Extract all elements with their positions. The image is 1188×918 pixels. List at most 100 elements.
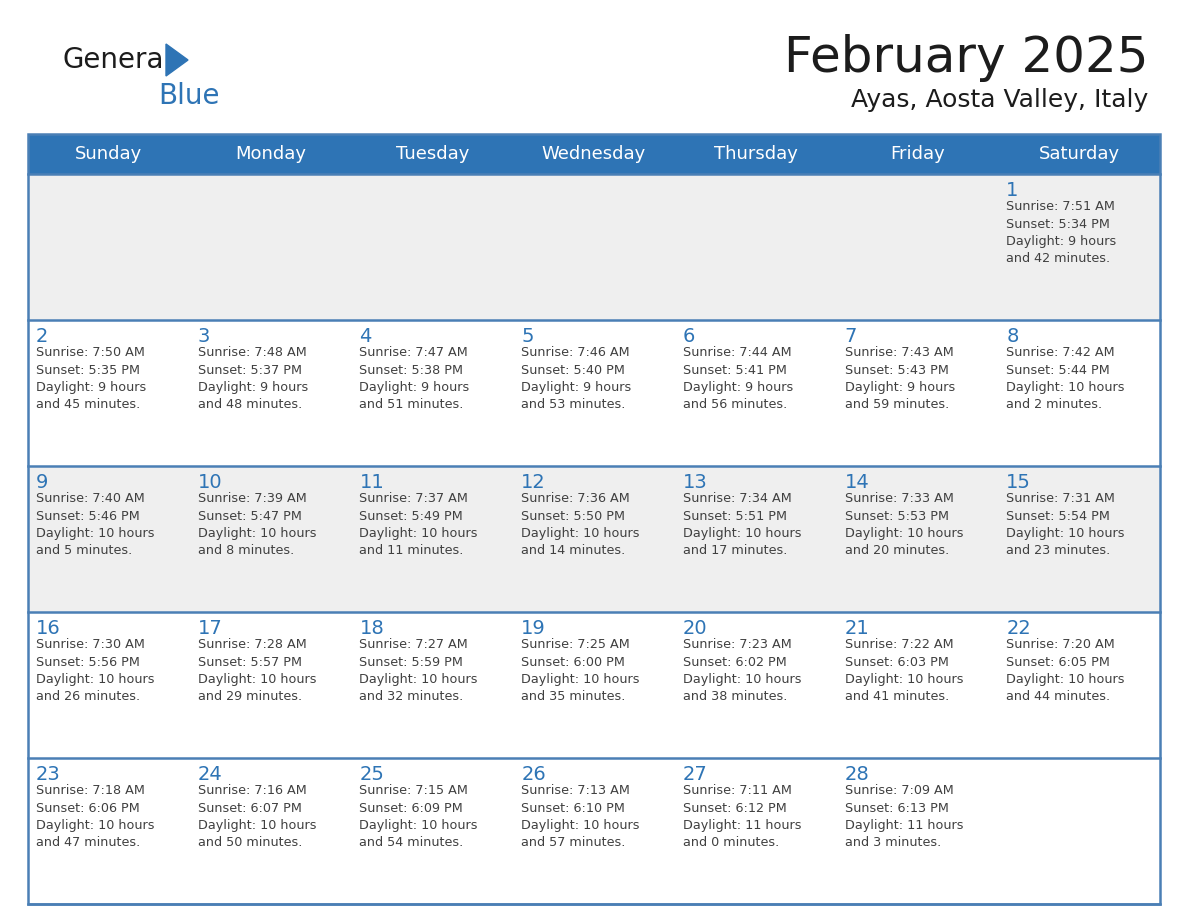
- Text: Daylight: 10 hours: Daylight: 10 hours: [360, 673, 478, 686]
- Text: Daylight: 9 hours: Daylight: 9 hours: [360, 381, 469, 394]
- Text: Sunrise: 7:46 AM: Sunrise: 7:46 AM: [522, 346, 630, 359]
- Text: Daylight: 10 hours: Daylight: 10 hours: [522, 673, 639, 686]
- Text: Sunset: 6:03 PM: Sunset: 6:03 PM: [845, 655, 948, 668]
- Text: Daylight: 10 hours: Daylight: 10 hours: [1006, 381, 1125, 394]
- Text: Sunrise: 7:43 AM: Sunrise: 7:43 AM: [845, 346, 953, 359]
- Text: Sunrise: 7:48 AM: Sunrise: 7:48 AM: [197, 346, 307, 359]
- Text: 4: 4: [360, 327, 372, 346]
- Text: Sunset: 5:59 PM: Sunset: 5:59 PM: [360, 655, 463, 668]
- Text: Daylight: 10 hours: Daylight: 10 hours: [683, 673, 802, 686]
- Text: Sunset: 6:10 PM: Sunset: 6:10 PM: [522, 801, 625, 814]
- Text: Daylight: 9 hours: Daylight: 9 hours: [522, 381, 631, 394]
- Text: Friday: Friday: [890, 145, 944, 163]
- Bar: [29, 758, 1159, 904]
- Text: Sunrise: 7:47 AM: Sunrise: 7:47 AM: [360, 346, 468, 359]
- Text: Sunset: 5:51 PM: Sunset: 5:51 PM: [683, 509, 786, 522]
- Text: and 38 minutes.: and 38 minutes.: [683, 690, 788, 703]
- Text: Saturday: Saturday: [1038, 145, 1120, 163]
- Bar: [29, 320, 1159, 466]
- Polygon shape: [166, 44, 188, 76]
- Text: Daylight: 10 hours: Daylight: 10 hours: [1006, 527, 1125, 540]
- Text: and 45 minutes.: and 45 minutes.: [36, 398, 140, 411]
- Text: Daylight: 10 hours: Daylight: 10 hours: [360, 527, 478, 540]
- Text: Daylight: 10 hours: Daylight: 10 hours: [36, 673, 154, 686]
- Text: Sunrise: 7:15 AM: Sunrise: 7:15 AM: [360, 784, 468, 797]
- Text: Sunset: 5:43 PM: Sunset: 5:43 PM: [845, 364, 948, 376]
- Text: 5: 5: [522, 327, 533, 346]
- Text: Sunset: 5:44 PM: Sunset: 5:44 PM: [1006, 364, 1110, 376]
- Text: Tuesday: Tuesday: [396, 145, 469, 163]
- Text: 10: 10: [197, 473, 222, 492]
- Text: Sunset: 6:00 PM: Sunset: 6:00 PM: [522, 655, 625, 668]
- Text: Sunset: 5:54 PM: Sunset: 5:54 PM: [1006, 509, 1110, 522]
- Text: Daylight: 10 hours: Daylight: 10 hours: [360, 819, 478, 832]
- Text: Sunset: 6:09 PM: Sunset: 6:09 PM: [360, 801, 463, 814]
- Text: Daylight: 10 hours: Daylight: 10 hours: [683, 527, 802, 540]
- Text: and 35 minutes.: and 35 minutes.: [522, 690, 626, 703]
- Text: Daylight: 9 hours: Daylight: 9 hours: [1006, 235, 1117, 248]
- Bar: [29, 134, 1159, 174]
- Text: Sunrise: 7:13 AM: Sunrise: 7:13 AM: [522, 784, 630, 797]
- Text: Sunset: 5:50 PM: Sunset: 5:50 PM: [522, 509, 625, 522]
- Text: Daylight: 11 hours: Daylight: 11 hours: [683, 819, 802, 832]
- Text: Sunset: 5:40 PM: Sunset: 5:40 PM: [522, 364, 625, 376]
- Text: Sunday: Sunday: [75, 145, 143, 163]
- Text: and 44 minutes.: and 44 minutes.: [1006, 690, 1111, 703]
- Text: and 53 minutes.: and 53 minutes.: [522, 398, 626, 411]
- Text: and 17 minutes.: and 17 minutes.: [683, 544, 788, 557]
- Text: 15: 15: [1006, 473, 1031, 492]
- Text: 20: 20: [683, 619, 708, 638]
- Text: Daylight: 10 hours: Daylight: 10 hours: [36, 819, 154, 832]
- Text: Sunset: 5:41 PM: Sunset: 5:41 PM: [683, 364, 786, 376]
- Text: 11: 11: [360, 473, 384, 492]
- Text: Daylight: 10 hours: Daylight: 10 hours: [197, 819, 316, 832]
- Text: Sunrise: 7:20 AM: Sunrise: 7:20 AM: [1006, 638, 1116, 651]
- Text: Daylight: 10 hours: Daylight: 10 hours: [522, 527, 639, 540]
- Text: 14: 14: [845, 473, 870, 492]
- Bar: [29, 466, 1159, 612]
- Bar: [29, 134, 1159, 904]
- Text: 7: 7: [845, 327, 857, 346]
- Text: 17: 17: [197, 619, 222, 638]
- Text: 1: 1: [1006, 181, 1018, 200]
- Text: February 2025: February 2025: [784, 34, 1148, 82]
- Text: and 56 minutes.: and 56 minutes.: [683, 398, 788, 411]
- Text: and 57 minutes.: and 57 minutes.: [522, 836, 626, 849]
- Text: Sunrise: 7:31 AM: Sunrise: 7:31 AM: [1006, 492, 1116, 505]
- Text: and 29 minutes.: and 29 minutes.: [197, 690, 302, 703]
- Text: Sunrise: 7:23 AM: Sunrise: 7:23 AM: [683, 638, 791, 651]
- Text: Daylight: 10 hours: Daylight: 10 hours: [845, 527, 963, 540]
- Text: 18: 18: [360, 619, 384, 638]
- Text: and 5 minutes.: and 5 minutes.: [36, 544, 132, 557]
- Text: and 47 minutes.: and 47 minutes.: [36, 836, 140, 849]
- Text: and 11 minutes.: and 11 minutes.: [360, 544, 463, 557]
- Text: Sunset: 5:37 PM: Sunset: 5:37 PM: [197, 364, 302, 376]
- Text: Sunset: 5:46 PM: Sunset: 5:46 PM: [36, 509, 140, 522]
- Text: Thursday: Thursday: [714, 145, 797, 163]
- Bar: [29, 174, 1159, 320]
- Text: 27: 27: [683, 765, 708, 784]
- Text: Sunset: 6:07 PM: Sunset: 6:07 PM: [197, 801, 302, 814]
- Text: and 8 minutes.: and 8 minutes.: [197, 544, 293, 557]
- Text: and 0 minutes.: and 0 minutes.: [683, 836, 779, 849]
- Text: Sunset: 5:57 PM: Sunset: 5:57 PM: [197, 655, 302, 668]
- Text: 2: 2: [36, 327, 49, 346]
- Text: and 23 minutes.: and 23 minutes.: [1006, 544, 1111, 557]
- Text: Sunset: 5:53 PM: Sunset: 5:53 PM: [845, 509, 948, 522]
- Text: Sunrise: 7:11 AM: Sunrise: 7:11 AM: [683, 784, 791, 797]
- Text: and 26 minutes.: and 26 minutes.: [36, 690, 140, 703]
- Text: Sunrise: 7:50 AM: Sunrise: 7:50 AM: [36, 346, 145, 359]
- Text: Daylight: 10 hours: Daylight: 10 hours: [1006, 673, 1125, 686]
- Text: Sunrise: 7:18 AM: Sunrise: 7:18 AM: [36, 784, 145, 797]
- Text: and 3 minutes.: and 3 minutes.: [845, 836, 941, 849]
- Text: Daylight: 10 hours: Daylight: 10 hours: [197, 673, 316, 686]
- Text: Sunset: 6:13 PM: Sunset: 6:13 PM: [845, 801, 948, 814]
- Text: Daylight: 9 hours: Daylight: 9 hours: [36, 381, 146, 394]
- Text: Daylight: 11 hours: Daylight: 11 hours: [845, 819, 963, 832]
- Text: Sunrise: 7:16 AM: Sunrise: 7:16 AM: [197, 784, 307, 797]
- Text: 21: 21: [845, 619, 870, 638]
- Text: Sunrise: 7:39 AM: Sunrise: 7:39 AM: [197, 492, 307, 505]
- Text: and 51 minutes.: and 51 minutes.: [360, 398, 463, 411]
- Text: Daylight: 10 hours: Daylight: 10 hours: [36, 527, 154, 540]
- Text: and 59 minutes.: and 59 minutes.: [845, 398, 949, 411]
